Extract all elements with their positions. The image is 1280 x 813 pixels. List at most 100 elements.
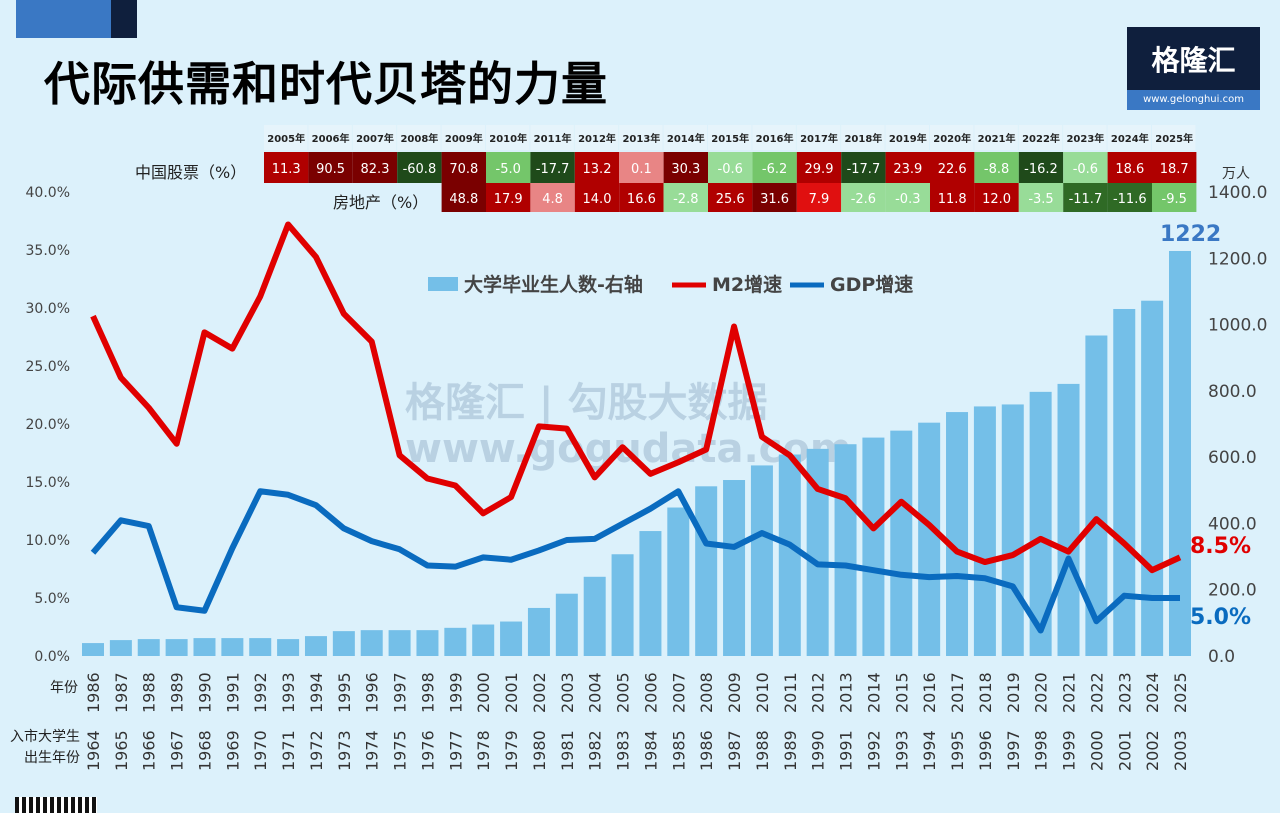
x-tick-label: 2005 [614,672,633,713]
x-tick-label: 1999 [446,672,465,713]
stock-value: 82.3 [361,162,390,177]
x2-tick-label: 1967 [168,730,187,771]
table-year: 2023年 [1066,132,1104,145]
x2-tick-label: 1991 [837,730,856,771]
legend-swatch-bars [428,277,458,291]
realestate-cell [663,183,708,212]
x2-tick-label: 1977 [446,730,465,771]
bar-graduates [1085,335,1108,656]
realestate-value: 12.0 [982,192,1011,207]
x-tick-label: 1996 [363,672,382,713]
x2-tick-label: 1983 [614,730,633,771]
x-tick-label: 2008 [697,672,716,713]
table-header-cell [441,125,485,150]
bar-graduates [806,448,829,656]
x2-tick-label: 1987 [725,730,744,771]
x2-tick-label: 1975 [391,730,410,771]
bar-graduates [109,640,132,656]
right-tick-label: 1400.0 [1208,183,1267,203]
realestate-cell [574,183,620,212]
bar-graduates [946,412,969,656]
realestate-cell [796,183,842,212]
table-year: 2014年 [667,132,705,145]
x-tick-label: 2010 [753,672,772,713]
table-header-cell [486,125,530,150]
stock-cell [397,152,442,183]
bar-graduates [304,636,327,656]
x2-tick-label: 1965 [112,730,131,771]
stock-row-label: 中国股票（%） [135,163,247,182]
right-tick-label: 200.0 [1208,581,1257,601]
bar-graduates [500,621,523,656]
bar-graduates [165,639,188,656]
x-tick-label: 1988 [140,672,159,713]
table-year: 2006年 [312,132,350,145]
stock-cell [974,152,1019,183]
stock-value: 90.5 [316,162,345,177]
stock-cell [619,152,664,183]
decor-bar-dark [111,0,137,38]
x2-tick-label: 1993 [892,730,911,771]
stock-cell [530,152,575,183]
stock-value: 11.3 [272,162,301,177]
stock-cell [885,152,930,183]
table-year: 2025年 [1155,132,1193,145]
realestate-value: -2.8 [673,192,698,207]
realestate-cell [974,183,1019,212]
stock-cell [930,152,975,183]
x-tick-label: 2011 [781,672,800,713]
realestate-value: 16.6 [627,192,656,207]
right-tick-label: 800.0 [1208,382,1257,402]
x-tick-label: 2012 [809,672,828,713]
table-header-cell [1018,125,1063,150]
x-tick-label: 2017 [948,672,967,713]
stock-cell [663,152,708,183]
realestate-value: 4.8 [542,192,563,207]
table-header-cell [796,125,841,150]
x-tick-label: 2013 [837,672,856,713]
right-tick-label: 0.0 [1208,647,1235,667]
bar-graduates [918,422,941,656]
x2-tick-label: 1994 [920,730,939,771]
table-header-cell [1107,125,1151,150]
realestate-value: -9.5 [1162,192,1187,207]
legend-label: 大学毕业生人数-右轴 [464,273,643,296]
table-header-cell [1063,125,1107,150]
realestate-value: -0.3 [895,192,920,207]
left-tick-label: 35.0% [26,243,70,259]
stock-cell [264,152,309,183]
x-tick-label: 1994 [307,672,326,713]
x-tick-label: 2001 [502,672,521,713]
bar-graduates [444,627,467,656]
realestate-value: -11.6 [1113,192,1147,207]
left-tick-label: 25.0% [26,359,70,375]
stock-cell [752,152,797,183]
table-year: 2022年 [1022,132,1060,145]
bar-graduates [639,531,662,656]
x-tick-label: 1990 [195,672,214,713]
bar-graduates [890,430,913,656]
table-header-cell [708,125,752,150]
realestate-cell [752,183,797,212]
x2-tick-label: 1988 [753,730,772,771]
table-header-cell [974,125,1018,150]
realestate-value: -3.5 [1028,192,1053,207]
bar-graduates [723,480,746,656]
realestate-row-label: 房地产（%） [333,193,429,212]
bar-graduates [221,638,244,656]
gelonghui-logo: 格隆汇 www.gelonghui.com [1127,27,1260,110]
bar-graduates [137,639,160,656]
x2-tick-label: 1997 [1004,730,1023,771]
gdp-last-label: 5.0% [1190,605,1251,630]
m2-line [90,221,1182,574]
stock-value: 0.1 [631,162,652,177]
table-year: 2009年 [445,132,483,145]
x-tick-label: 1991 [223,672,242,713]
table-year: 2010年 [489,132,527,145]
x-tick-label: 1993 [279,672,298,713]
stock-cell [1152,152,1197,183]
table-header-cell [264,125,308,150]
table-year: 2024年 [1111,132,1149,145]
realestate-cell [841,183,886,212]
left-tick-label: 0.0% [34,649,70,665]
